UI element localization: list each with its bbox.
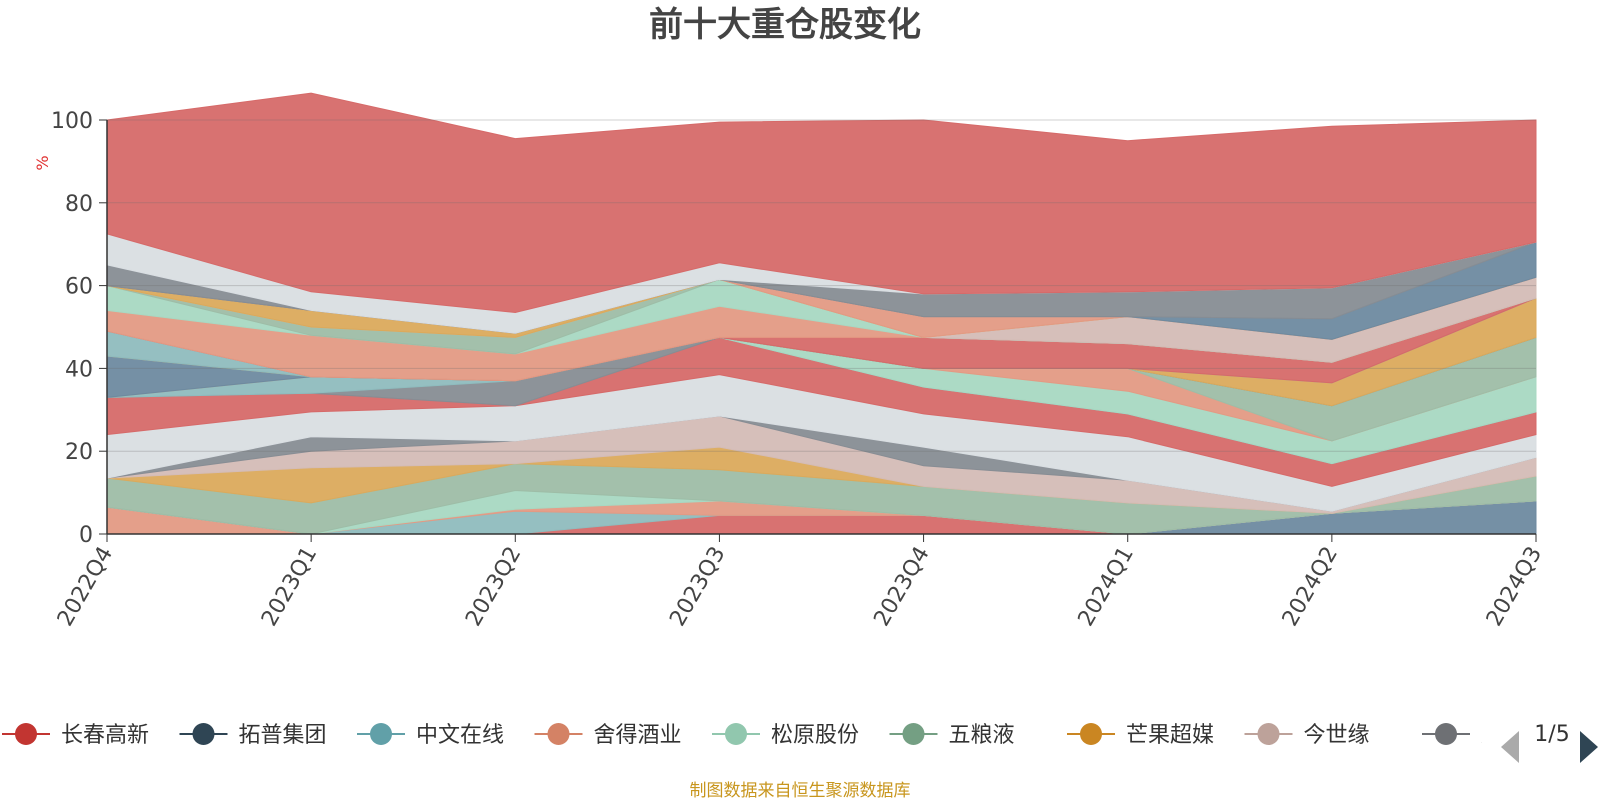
legend-items: 长春高新 拓普集团 中文在线 舍得酒业 松原股份 五粮液 芒果超媒 今世缘 丸美股份 [2, 723, 1569, 748]
legend-item[interactable]: 五粮液 [889, 723, 1015, 748]
legend-item[interactable]: 今世缘 [1244, 723, 1370, 748]
x-tick-label: 2024Q1 [1074, 543, 1139, 631]
legend-label: 松原股份 [771, 723, 859, 748]
y-tick-label: 20 [65, 440, 93, 465]
footer-source: 制图数据来自恒生聚源数据库 [690, 781, 911, 800]
legend-marker-icon [1257, 723, 1280, 745]
legend-marker-icon [725, 723, 747, 745]
legend-item[interactable]: 拓普集团 [179, 723, 327, 748]
legend-marker-icon [370, 723, 392, 745]
legend-marker-icon [192, 723, 215, 745]
legend-item[interactable]: 芒果超媒 [1067, 723, 1214, 748]
legend-label: 中文在线 [416, 723, 504, 748]
legend-label: 今世缘 [1304, 723, 1370, 748]
legend-next-arrow-icon[interactable] [1580, 731, 1598, 763]
legend[interactable]: 长春高新 拓普集团 中文在线 舍得酒业 松原股份 五粮液 芒果超媒 今世缘 丸美股份 [2, 723, 1569, 748]
y-tick-label: 100 [51, 109, 93, 134]
area-layer-30 [106, 92, 1537, 314]
legend-item[interactable]: 松原股份 [712, 723, 859, 748]
x-tick-label: 2023Q3 [665, 543, 730, 631]
legend-marker-icon [547, 723, 570, 745]
legend-item[interactable]: 中文在线 [357, 723, 504, 748]
legend-item[interactable]: 丸美股份 [1422, 723, 1569, 748]
legend-label: 丸美股份 [1481, 723, 1569, 748]
legend-marker-icon [1080, 723, 1102, 745]
y-tick-label: 60 [65, 275, 93, 300]
legend-marker-icon [1435, 723, 1457, 745]
legend-label: 拓普集团 [239, 723, 327, 748]
y-tick-label: 80 [65, 192, 93, 217]
legend-marker-icon [15, 723, 37, 745]
y-tick-label: 40 [65, 357, 93, 382]
chart-title: 前十大重仓股变化 [649, 5, 921, 45]
legend-item[interactable]: 长春高新 [2, 723, 149, 748]
x-tick-label: 2024Q3 [1482, 543, 1547, 631]
grid-lines [107, 119, 1536, 452]
x-tick-label: 2023Q4 [869, 543, 934, 631]
x-tick-label: 2023Q1 [257, 543, 322, 631]
legend-marker-icon [902, 723, 925, 745]
stacked-areas [106, 92, 1537, 535]
y-tick-label: 0 [79, 523, 93, 548]
x-tick-label: 2024Q2 [1278, 543, 1343, 631]
x-tick-label: 2023Q2 [461, 543, 526, 631]
legend-label: 舍得酒业 [594, 723, 682, 748]
y-axis-unit: % [33, 155, 52, 170]
legend-prev-arrow-icon[interactable] [1501, 731, 1519, 763]
legend-page-indicator: 1/5 [1534, 722, 1569, 747]
legend-label: 芒果超媒 [1126, 723, 1214, 748]
legend-item[interactable]: 舍得酒业 [534, 723, 682, 748]
x-tick-label: 2022Q4 [53, 543, 118, 631]
legend-label: 五粮液 [949, 723, 1015, 748]
legend-label: 长春高新 [61, 723, 149, 748]
